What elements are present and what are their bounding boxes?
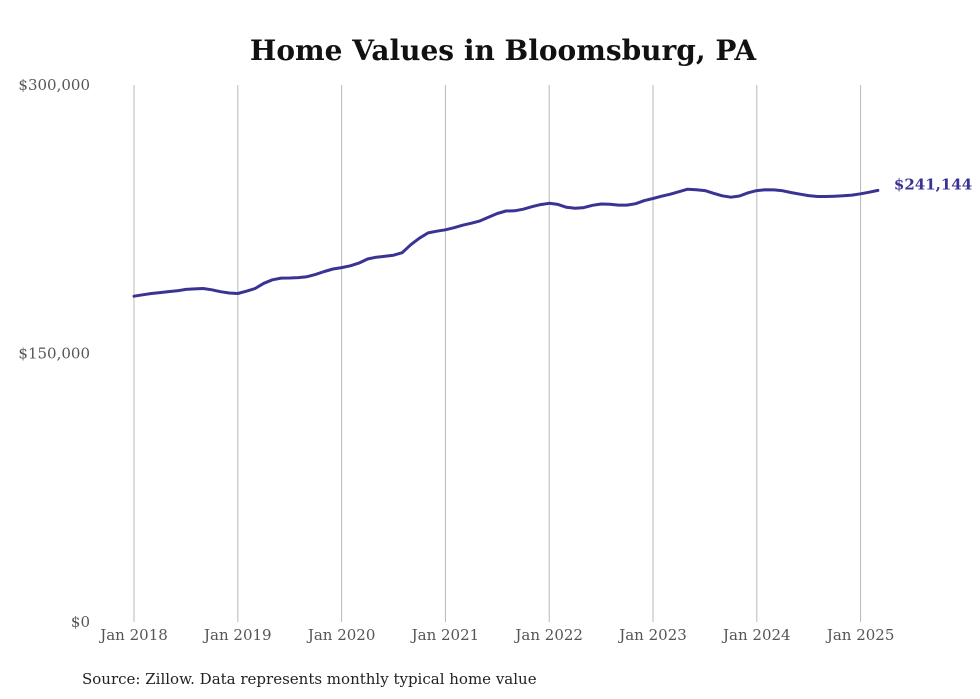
x-tick-label: Jan 2022	[513, 626, 583, 644]
series-line	[132, 187, 880, 298]
x-tick-label: Jan 2023	[617, 626, 687, 644]
y-tick-label: $150,000	[18, 345, 90, 363]
x-tick-label: Jan 2019	[202, 626, 272, 644]
x-tick-label: Jan 2024	[721, 626, 791, 644]
y-axis-ticks: $0 $150,000 $300,000	[18, 76, 90, 631]
x-tick-label: Jan 2020	[306, 626, 376, 644]
end-value-label: $241,144	[894, 175, 972, 193]
x-tick-label: Jan 2018	[98, 626, 168, 644]
chart-title: Home Values in Bloomsburg, PA	[250, 34, 758, 67]
y-tick-label: $300,000	[18, 76, 90, 94]
series-layer: $241,144	[132, 175, 972, 298]
vertical-gridlines	[133, 85, 862, 622]
x-tick-label: Jan 2025	[825, 626, 895, 644]
y-tick-label: $0	[71, 613, 90, 631]
x-tick-label: Jan 2021	[410, 626, 480, 644]
source-note: Source: Zillow. Data represents monthly …	[82, 670, 537, 688]
x-axis-ticks: Jan 2018 Jan 2019 Jan 2020 Jan 2021 Jan 2022…	[98, 626, 894, 644]
